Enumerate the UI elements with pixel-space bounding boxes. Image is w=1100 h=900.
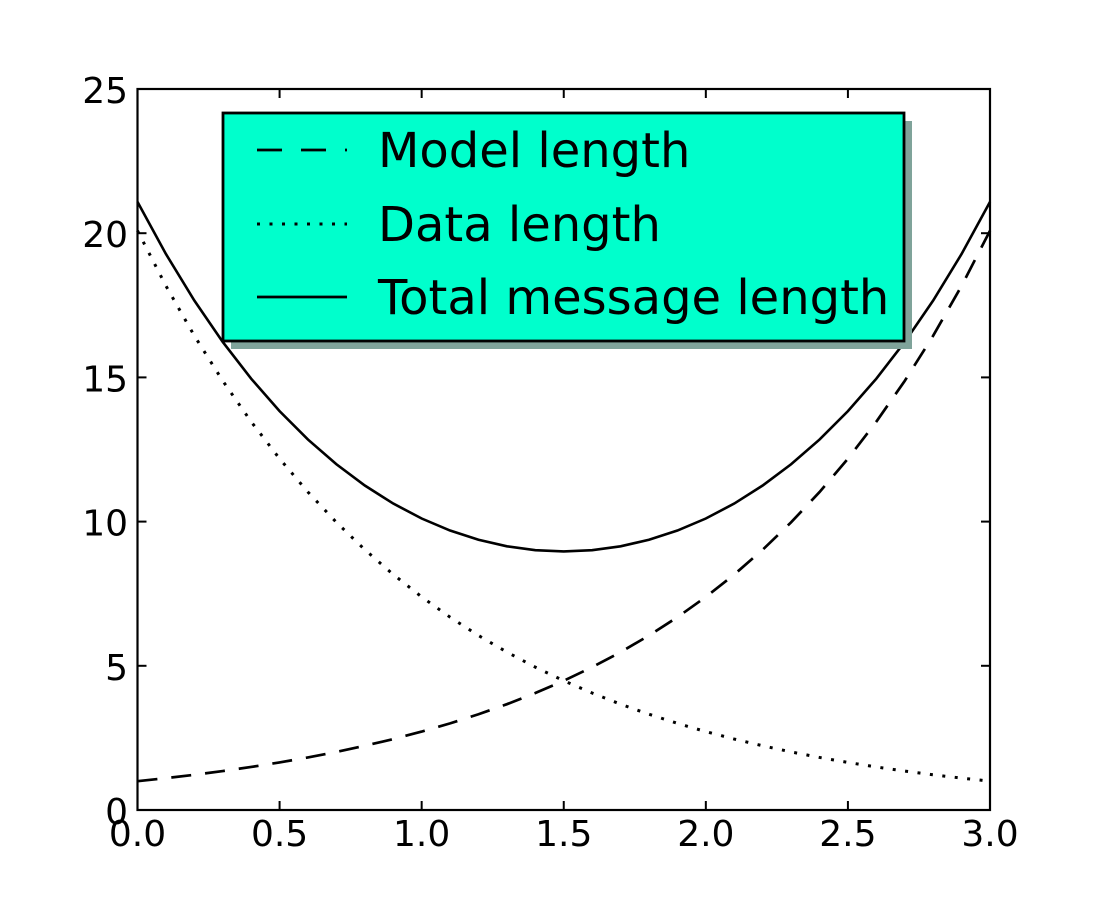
legend-entry-model-length: Model length <box>257 123 690 179</box>
legend-label-total-message-length: Total message length <box>377 270 889 326</box>
y-tick-label: 15 <box>82 359 128 400</box>
series-line-model-length <box>137 230 992 783</box>
x-tick-label: 2.5 <box>819 814 876 855</box>
y-tick-label: 0 <box>105 792 128 833</box>
x-tick-label: 2.0 <box>677 814 734 855</box>
x-tick-label: 1.0 <box>393 814 450 855</box>
y-tick-label: 25 <box>82 71 128 112</box>
legend-entry-data-length: Data length <box>257 197 661 253</box>
legend-entry-total-message-length: Total message length <box>257 270 889 326</box>
x-tick-label: 0.0 <box>109 814 166 855</box>
legend-box <box>221 111 906 343</box>
x-tick-label: 0.5 <box>251 814 308 855</box>
curves-layer <box>136 201 992 783</box>
x-tick-label: 3.0 <box>961 814 1018 855</box>
legend-label-model-length: Model length <box>378 123 690 179</box>
axes-frame <box>136 87 992 812</box>
y-tick-label: 5 <box>105 648 128 689</box>
y-tick-label: 10 <box>82 504 128 545</box>
x-tick-label: 1.5 <box>535 814 592 855</box>
y-tick-label: 20 <box>82 215 128 256</box>
tick-labels-layer: 0.0 0.5 1.0 1.5 2.0 2.5 3.0 0 5 10 15 20 25 <box>82 71 1018 855</box>
legend-label-data-length: Data length <box>378 197 661 253</box>
series-line-total-message-length <box>136 201 992 553</box>
legend: Model length Data length Total message l… <box>221 111 912 349</box>
